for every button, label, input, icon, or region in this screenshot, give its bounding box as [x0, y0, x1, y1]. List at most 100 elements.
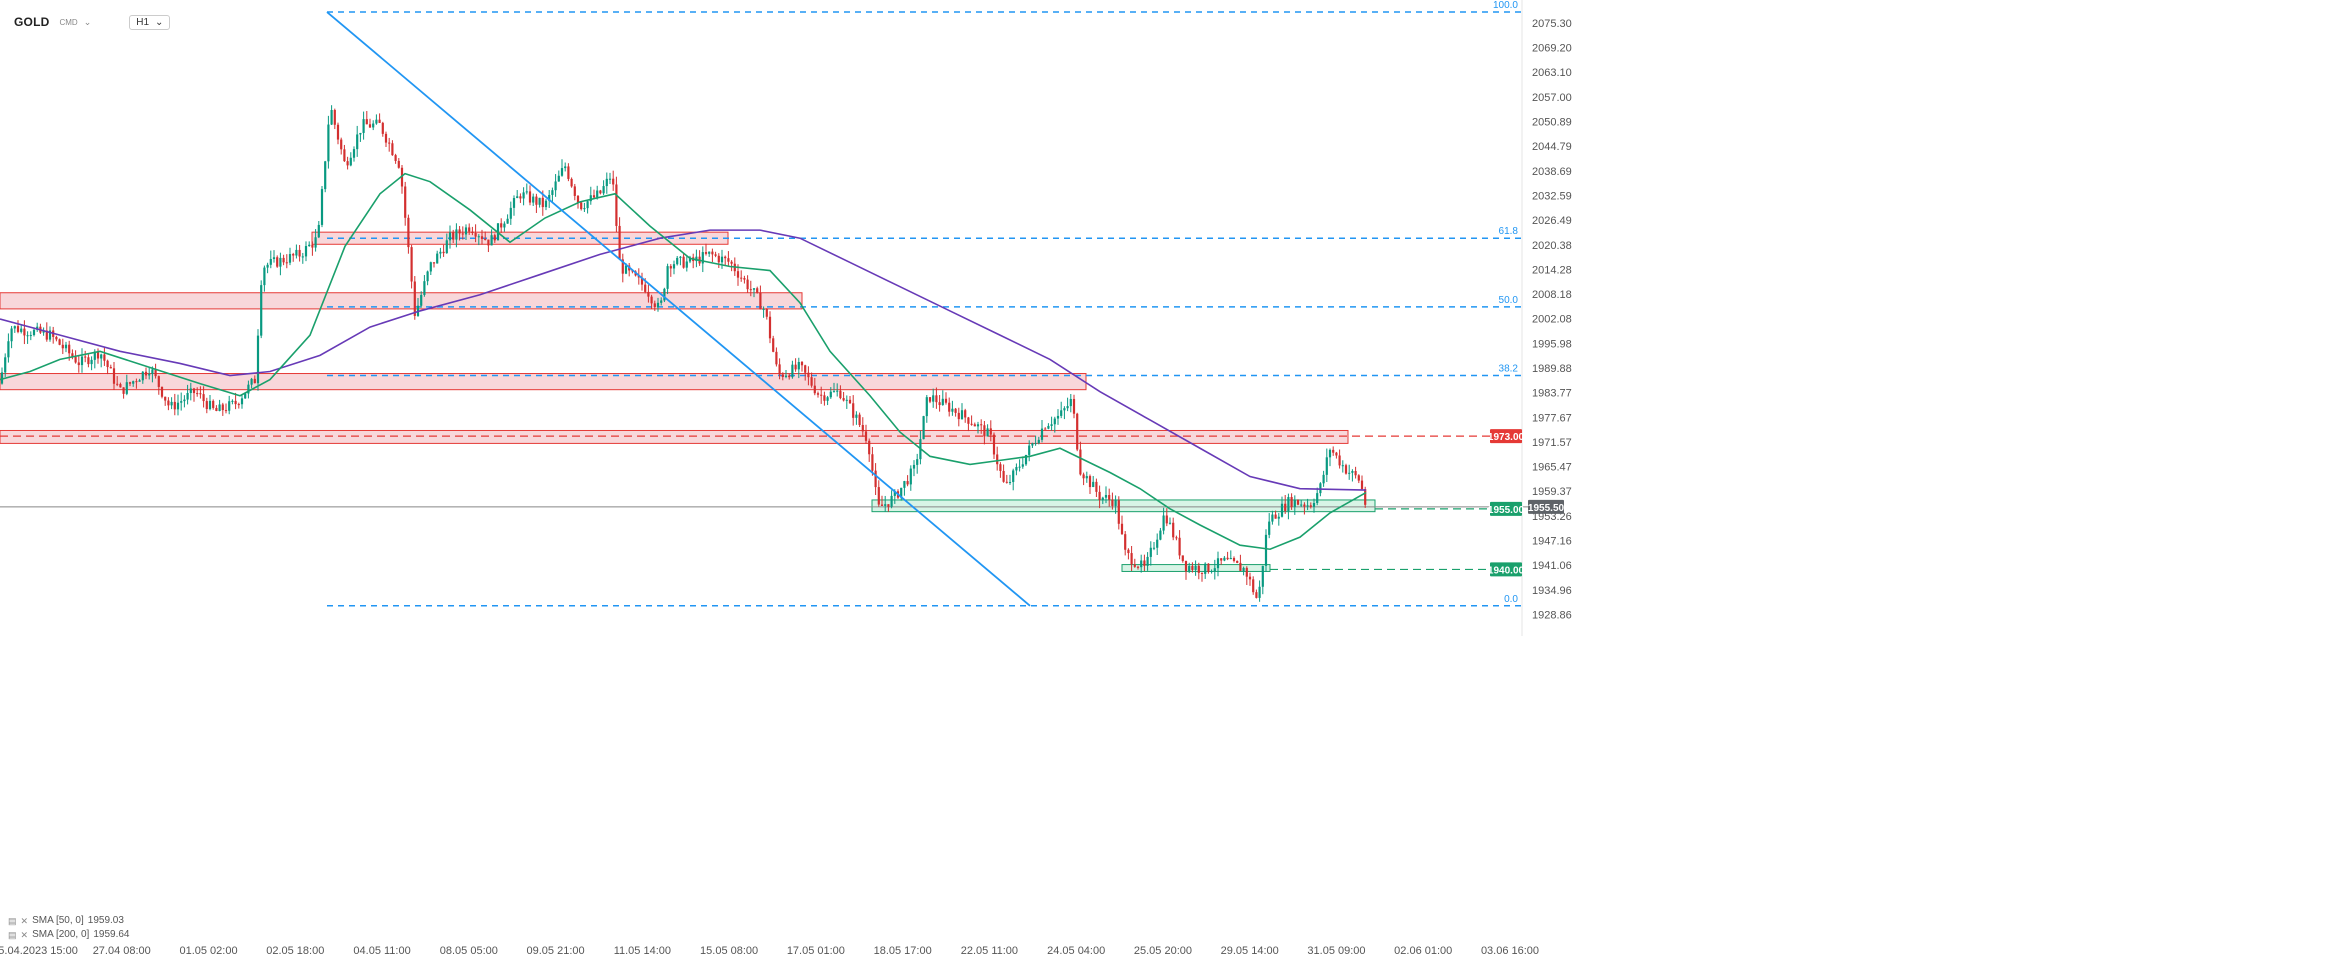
candle	[727, 251, 730, 266]
candle-body	[372, 123, 375, 128]
fibonacci-level-label: 0.0	[1504, 594, 1518, 605]
candle-body	[1012, 470, 1015, 482]
candle-body	[903, 481, 906, 488]
settings-icon[interactable]: ▤	[8, 916, 17, 926]
candle	[407, 214, 410, 254]
candle-body	[983, 425, 986, 437]
candle	[999, 462, 1002, 478]
timeframe-select[interactable]: H1 ⌄	[129, 14, 171, 30]
candle-body	[599, 190, 602, 194]
candle-body	[250, 378, 253, 385]
candle	[308, 241, 311, 247]
downtrend-line[interactable]	[326, 11, 1031, 607]
candle-body	[653, 303, 656, 308]
candle-body	[541, 197, 544, 208]
candle-body	[116, 383, 119, 385]
candle	[551, 187, 554, 203]
candle	[1335, 451, 1338, 459]
legend-item-sma50[interactable]: ▤ ✕ SMA [50, 0] 1959.03	[8, 914, 129, 928]
candle-body	[1050, 424, 1053, 426]
candle	[1114, 495, 1117, 514]
candle-body	[90, 359, 93, 365]
close-icon[interactable]: ✕	[20, 930, 29, 940]
candle-body	[125, 382, 128, 394]
candle-body	[615, 184, 618, 226]
candle	[445, 233, 448, 254]
candle	[119, 382, 122, 388]
candle-body	[164, 396, 167, 401]
y-axis[interactable]: 2075.30 2069.20 2063.10 2057.00 2050.89 2044.…	[1521, 0, 1572, 636]
candle	[532, 193, 535, 207]
sma-200-line[interactable]	[0, 229, 1367, 491]
candle-body	[368, 124, 372, 128]
candle	[564, 162, 567, 172]
candle	[58, 338, 61, 346]
candle	[592, 189, 596, 199]
legend-value: 1959.03	[87, 915, 124, 926]
candle-body	[282, 257, 285, 263]
candle-body	[986, 428, 989, 437]
candle	[144, 367, 148, 380]
candle-body	[1354, 470, 1357, 476]
x-tick-label: 29.05 14:00	[1221, 945, 1279, 957]
trendline-layer[interactable]	[326, 11, 1031, 607]
candle	[957, 407, 960, 427]
candle-body	[864, 431, 868, 441]
symbol-label[interactable]: GOLD	[14, 15, 50, 29]
candle-body	[141, 371, 144, 381]
candle	[1191, 562, 1194, 573]
candle	[1348, 464, 1351, 480]
settings-icon[interactable]: ▤	[8, 930, 17, 940]
candle	[205, 397, 208, 414]
candle-body	[880, 504, 884, 506]
candle	[1255, 589, 1258, 599]
candle	[772, 335, 775, 353]
price-label-text: 1955.50	[1528, 503, 1565, 514]
candle	[676, 255, 679, 266]
candle-body	[935, 395, 938, 403]
candle	[724, 255, 727, 266]
candle-body	[1316, 493, 1319, 504]
candle-body	[426, 271, 429, 282]
x-axis[interactable]: 25.04.2023 15:00 27.04 08:00 01.05 02:00 02…	[0, 945, 1539, 957]
candle	[1104, 486, 1108, 504]
candle-body	[1348, 472, 1351, 474]
candle-body	[506, 218, 509, 224]
x-tick-label: 08.05 05:00	[440, 945, 498, 957]
candle-body	[1184, 560, 1188, 572]
sma-50-line[interactable]	[0, 172, 1367, 551]
candle	[762, 306, 765, 318]
candle	[1146, 552, 1149, 571]
y-tick-label: 1959.37	[1532, 486, 1572, 498]
candle-body	[1220, 558, 1223, 561]
candle-body	[378, 119, 381, 123]
candle-body	[532, 196, 535, 203]
candle-body	[944, 398, 948, 403]
candle	[154, 363, 157, 379]
candle-body	[1280, 503, 1284, 517]
chevron-down-icon[interactable]: ⌄	[83, 16, 92, 27]
candle	[77, 355, 80, 373]
close-icon[interactable]: ✕	[20, 916, 29, 926]
candle	[778, 358, 781, 380]
x-tick-label: 03.06 16:00	[1481, 945, 1539, 957]
legend-item-sma200[interactable]: ▤ ✕ SMA [200, 0] 1959.64	[8, 928, 129, 942]
candle-body	[68, 344, 71, 354]
candle	[1236, 560, 1239, 564]
candle-body	[759, 292, 762, 310]
x-tick-label: 18.05 17:00	[874, 945, 932, 957]
candle	[1120, 515, 1124, 535]
candle	[109, 364, 112, 369]
candle-body	[263, 267, 266, 286]
candle	[237, 402, 240, 409]
candle-body	[1223, 557, 1226, 561]
candle-body	[948, 402, 951, 412]
fibonacci-level-label: 61.8	[1499, 226, 1519, 237]
candle	[148, 367, 151, 380]
candle-body	[1127, 549, 1130, 554]
candle	[397, 158, 400, 169]
candle-body	[349, 157, 352, 166]
candle-body	[176, 402, 180, 410]
candle-body	[912, 464, 916, 469]
